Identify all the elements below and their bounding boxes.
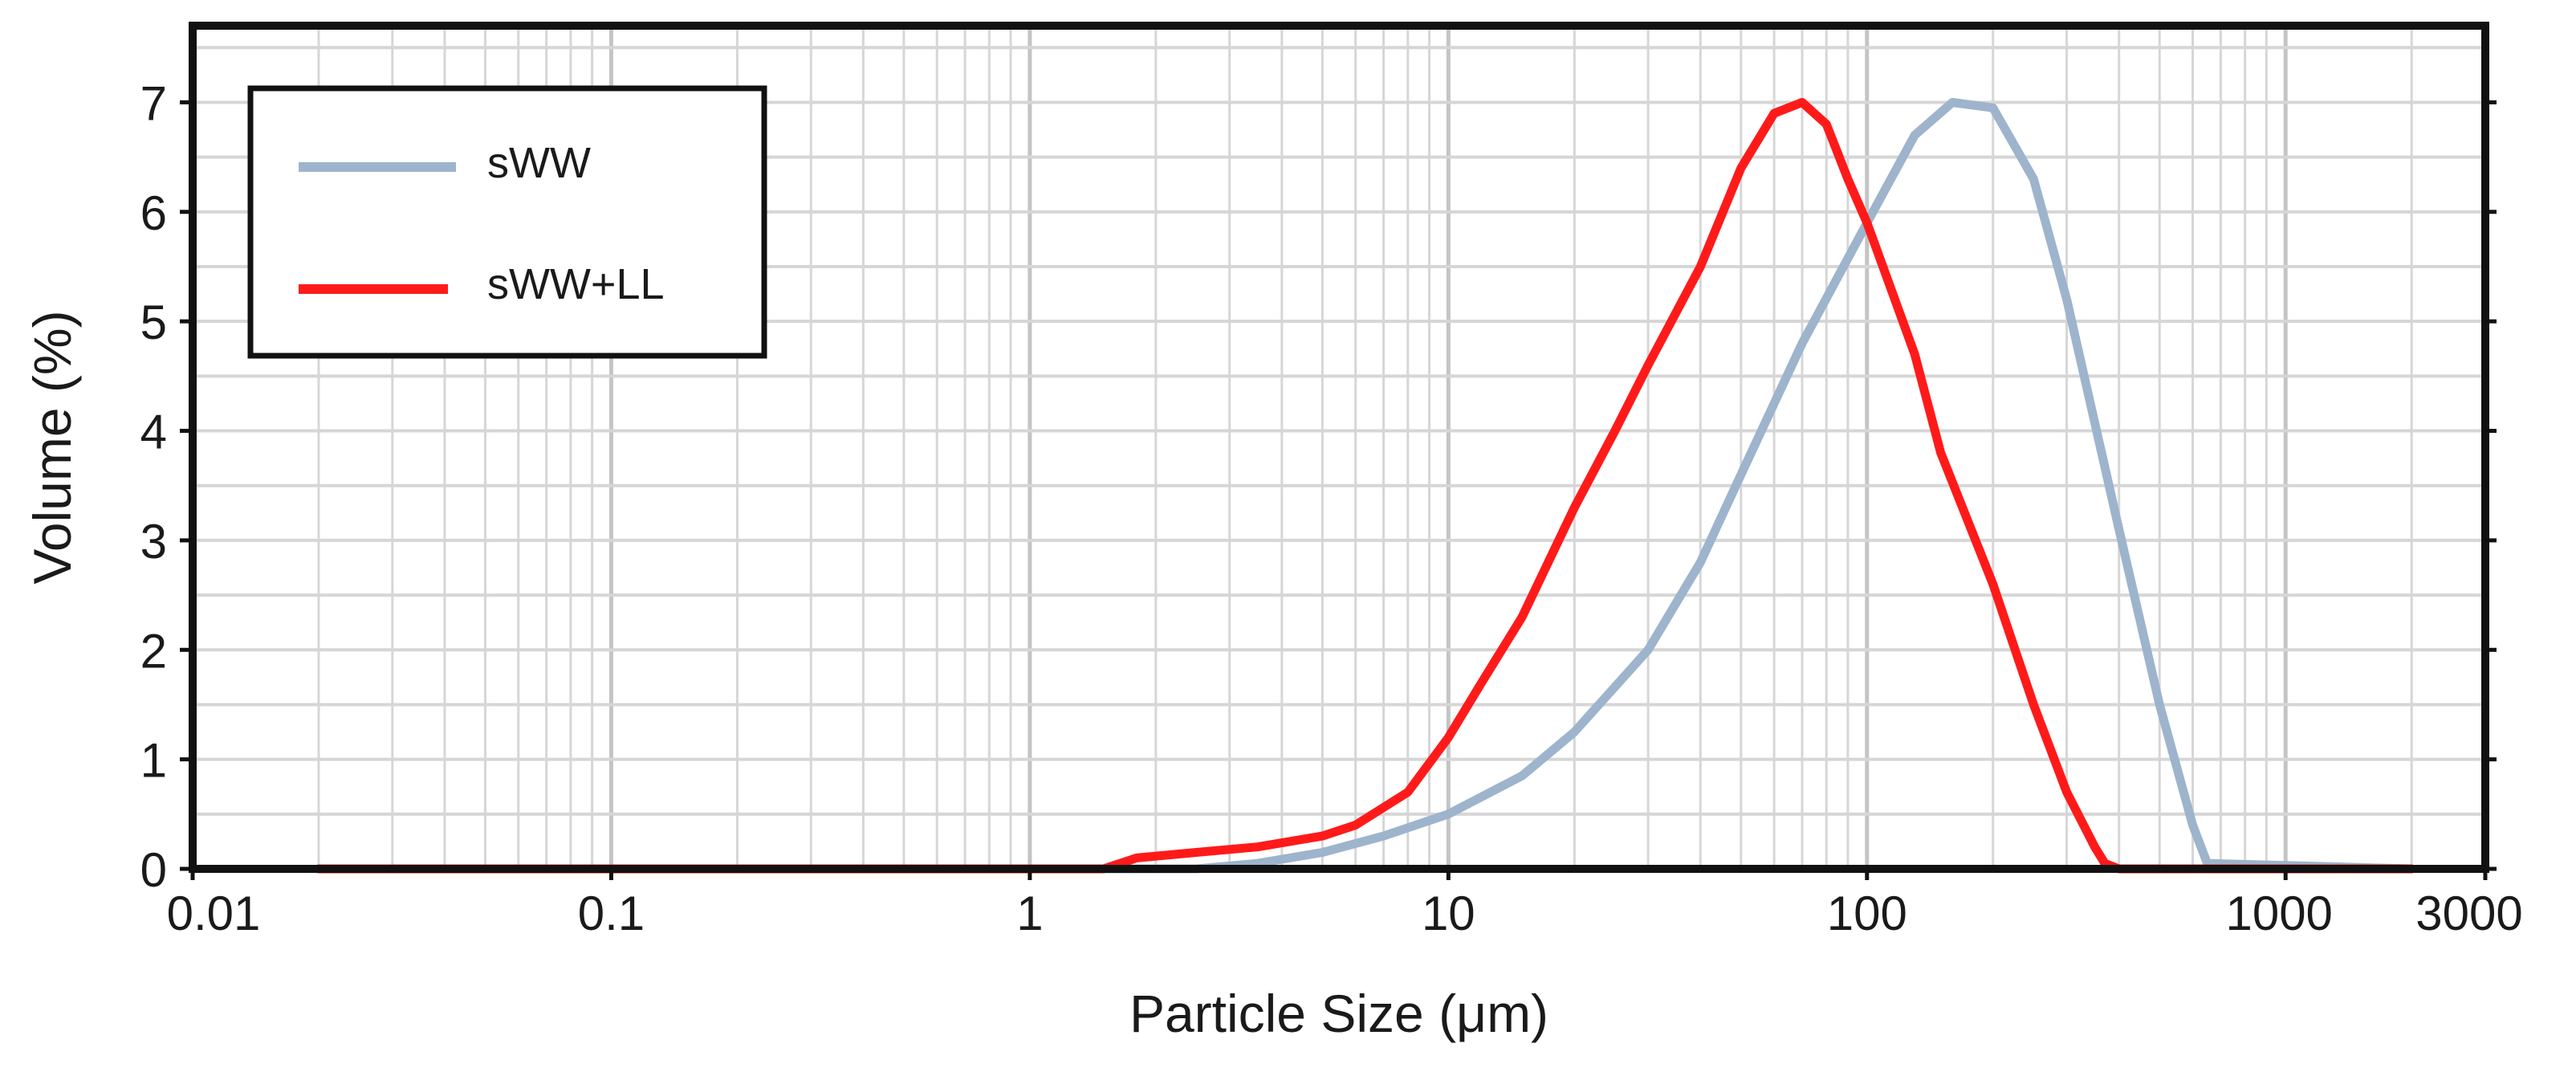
y-tick-label: 4 [140,406,167,459]
x-tick-label: 100 [1827,887,1907,940]
y-tick-label: 3 [140,515,167,569]
x-tick-label: 10 [1422,887,1475,940]
x-tick-label: 1 [1016,887,1043,940]
y-tick-label: 5 [140,296,167,349]
series-layer [314,98,2416,874]
axis-ticks: 0 1 2 3 4 5 6 7 0.01 0.1 1 10 100 1000 3000 [140,76,2523,940]
y-tick-label: 1 [140,734,167,788]
y-tick-label: 6 [140,186,167,240]
x-tick-label: 3000 [2415,887,2522,940]
y-tick-label: 7 [140,76,167,130]
x-axis-title: Particle Size (μm) [1129,984,1548,1043]
y-tick-label: 2 [140,624,167,678]
x-tick-label: 1000 [2225,887,2332,940]
legend: sWW sWW+LL [247,85,767,359]
legend-box [247,85,767,359]
x-tick-label: 0.1 [578,887,645,940]
x-tick-label: 0.01 [167,887,261,940]
plot-frame [189,22,2489,873]
series-line-sww-ll [314,98,2416,874]
legend-label-sww-ll: sWW+LL [487,260,665,308]
y-tick-label: 0 [140,843,167,897]
legend-label-sww: sWW [487,139,591,187]
y-axis-title: Volume (%) [22,310,82,584]
series-line-sww [314,98,2416,874]
